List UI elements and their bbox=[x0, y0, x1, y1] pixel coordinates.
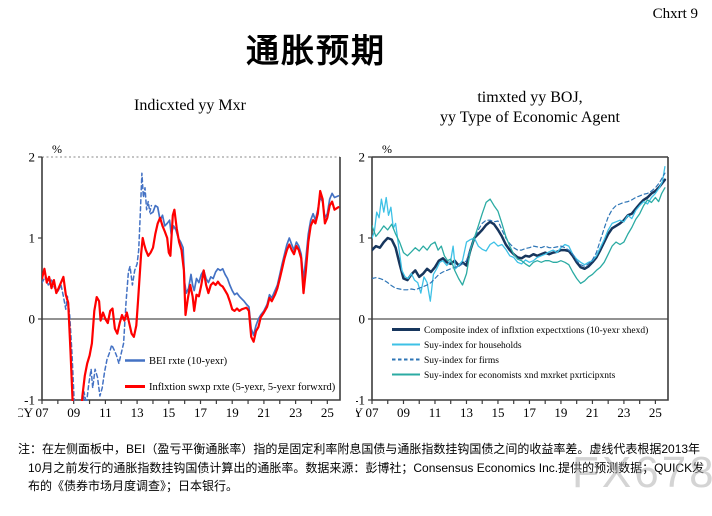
series-inflxtion-swxp-rxte-5-yexr-5-yexr-forwxrd bbox=[42, 189, 340, 401]
plot-frame bbox=[371, 157, 669, 401]
x-tick-label: 23 bbox=[289, 405, 302, 420]
x-tick-label: 23 bbox=[617, 405, 630, 420]
x-tick-label: 11 bbox=[429, 405, 442, 420]
y-axis: 2 1 0 -1% bbox=[24, 143, 62, 408]
right-chart-plot: 210-1%07091113151719212325CYComposite in… bbox=[356, 143, 669, 420]
x-tick-label: 13 bbox=[460, 405, 473, 420]
series-suy-index-for-economists-xnd-mxrket-pxrticipxnts bbox=[372, 187, 666, 286]
x-tick-label: 11 bbox=[99, 405, 112, 420]
y-axis-unit-label: % bbox=[382, 143, 392, 156]
x-tick-label: 17 bbox=[194, 405, 208, 420]
x-tick-label: 15 bbox=[162, 405, 175, 420]
x-tick-label: 25 bbox=[321, 405, 334, 420]
y-tick-label: 1 bbox=[359, 231, 366, 246]
legend-label-bei-rxte-10-yexr: BEI rxte (10-yexr) bbox=[149, 356, 228, 367]
x-axis-prefix-label: CY bbox=[18, 405, 34, 420]
right-chart-title-line-1: timxted yy BOJ, bbox=[477, 89, 583, 106]
right-chart-title: timxted yy BOJ, yy Type of Economic Agen… bbox=[380, 88, 680, 128]
y-tick-label: -1 bbox=[356, 393, 365, 408]
x-tick-label: 17 bbox=[523, 405, 537, 420]
x-tick-label: 25 bbox=[649, 405, 662, 420]
y-tick-label: 0 bbox=[359, 312, 366, 327]
x-axis-prefix-label: CY bbox=[356, 405, 364, 420]
y-tick-label: 2 bbox=[359, 150, 366, 165]
series-suy-index-for-households bbox=[372, 166, 666, 302]
legend: BEI rxte (10-yexr) Inflxtion swxp rxte (5… bbox=[125, 356, 336, 393]
legend-label-suy-index-for-households: Suy-index for households bbox=[424, 340, 522, 351]
legend-label-suy-index-for-economists-xnd-mxrket-pxrticipxnts: Suy-index for economists xnd mxrket pxrt… bbox=[424, 370, 616, 381]
legend: Composite index of inflxtion expectxtion… bbox=[392, 325, 648, 381]
x-tick-label: 09 bbox=[67, 405, 80, 420]
y-tick-label: -1 bbox=[24, 393, 35, 408]
right-chart-title-line-2: yy Type of Economic Agent bbox=[440, 109, 620, 126]
y-tick-label: 2 bbox=[29, 150, 36, 165]
series-lines bbox=[372, 166, 667, 302]
x-tick-label: 19 bbox=[226, 405, 239, 420]
x-tick-label: 13 bbox=[131, 405, 144, 420]
legend-label-inflxtion-swxp-rxte-5-yexr-5-yexr-forwxrd: Inflxtion swxp rxte (5-yexr, 5-yexr forw… bbox=[149, 382, 336, 393]
x-tick-label: 21 bbox=[586, 405, 599, 420]
footnote: 注：在左侧面板中，BEI（盈亏平衡通胀率）指的是固定利率附息国债与通胀指数挂钩国… bbox=[18, 442, 705, 494]
x-tick-label: 19 bbox=[554, 405, 567, 420]
x-tick-label: 07 bbox=[366, 405, 380, 420]
y-axis: 2 1 0 -1% bbox=[356, 143, 392, 408]
chart-number-label: Chxrt 9 bbox=[652, 6, 698, 22]
series-bei-rxte-10-yexr-dashed bbox=[42, 172, 153, 401]
x-tick-label: 07 bbox=[36, 405, 50, 420]
series-bei-rxte-10-yexr bbox=[149, 192, 340, 337]
left-chart-title: Indicxted yy Mxr bbox=[40, 96, 340, 116]
x-axis: 07 09 11 13 15 17 19 21 23 25 CY bbox=[18, 400, 334, 420]
legend-label-suy-index-for-firms: Suy-index for firms bbox=[424, 355, 499, 366]
series-composite-index-of-inflxtion-expectxtions-10-yexr-xhexd bbox=[372, 178, 667, 282]
page-title: 通胀预期 bbox=[246, 32, 386, 69]
x-tick-label: 15 bbox=[491, 405, 504, 420]
x-tick-label: 09 bbox=[397, 405, 410, 420]
x-axis: 07 09 11 13 15 17 19 21 23 25 CY bbox=[356, 400, 662, 420]
series-lines bbox=[42, 172, 340, 401]
y-tick-label: 1 bbox=[29, 231, 36, 246]
left-chart-title-line: Indicxted yy Mxr bbox=[134, 97, 246, 114]
y-tick-label: 0 bbox=[29, 312, 36, 327]
x-tick-label: 21 bbox=[257, 405, 270, 420]
legend-label-composite-index-of-inflxtion-expectxtions-10-yexr-xhexd: Composite index of inflxtion expectxtion… bbox=[424, 325, 648, 336]
series-suy-index-for-firms-dashed bbox=[372, 172, 666, 291]
y-axis-unit-label: % bbox=[52, 143, 62, 156]
